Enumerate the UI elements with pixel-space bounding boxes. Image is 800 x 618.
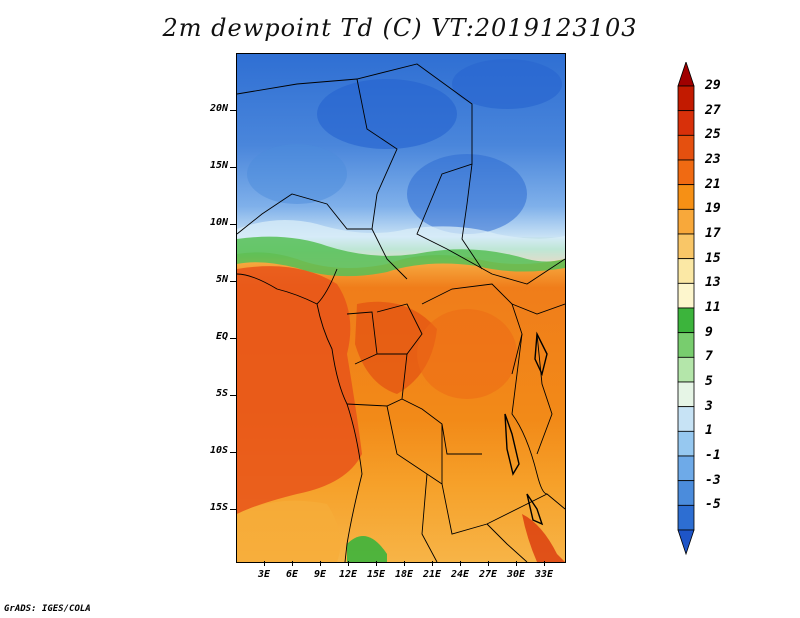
colorbar-label: 7 <box>705 349 713 365</box>
colorbar-label: 15 <box>705 250 721 266</box>
colorbar-swatch <box>677 406 695 432</box>
colorbar-label: 19 <box>705 201 721 217</box>
colorbar-label: 13 <box>705 275 721 291</box>
colorbar-swatch <box>677 208 695 235</box>
lon-label: 27E <box>478 569 498 580</box>
colorbar-swatch <box>677 480 695 506</box>
dry-region <box>407 154 527 234</box>
dry-region <box>452 59 562 109</box>
lon-label: 3E <box>257 569 271 580</box>
southern-field <box>237 500 341 562</box>
colorbar-label: 1 <box>705 423 713 439</box>
southern-field <box>347 536 387 562</box>
colorbar-label: 11 <box>705 300 721 315</box>
colorbar-label: 17 <box>705 226 721 241</box>
colorbar-swatch <box>677 356 695 383</box>
colorbar-label: -1 <box>705 448 721 463</box>
colorbar-swatch <box>677 233 695 260</box>
colorbar-label: 25 <box>705 127 721 143</box>
colorbar-label: 5 <box>705 374 713 389</box>
lat-label: 20N <box>209 103 228 114</box>
lon-label: 15E <box>366 569 386 580</box>
colorbar-label: -3 <box>705 472 721 488</box>
colorbar-swatch <box>677 455 695 482</box>
lon-label: 21E <box>422 569 442 580</box>
colorbar-label: 27 <box>705 102 721 118</box>
colorbar <box>677 62 695 556</box>
lat-label: 5S <box>215 388 228 399</box>
colorbar-swatch <box>677 332 695 358</box>
footer-credit: GrADS: IGES/COLA <box>4 604 91 614</box>
colorbar-label: -5 <box>705 497 721 513</box>
moist-region <box>237 266 362 514</box>
moist-region <box>355 301 437 394</box>
colorbar-swatch <box>677 504 695 531</box>
southern-field <box>522 514 565 562</box>
colorbar-label: 29 <box>705 78 721 93</box>
dry-region <box>247 144 347 204</box>
lon-label: 6E <box>285 569 299 580</box>
colorbar-swatch <box>677 159 695 186</box>
lat-label: 10N <box>209 217 228 228</box>
colorbar-swatch <box>677 258 695 284</box>
lon-label: 12E <box>338 569 358 580</box>
colorbar-swatch <box>677 430 695 457</box>
colorbar-swatch <box>677 184 695 210</box>
colorbar-label: 9 <box>705 324 713 340</box>
lon-label: 9E <box>313 569 327 580</box>
dry-region <box>317 79 457 149</box>
colorbar-swatch <box>677 307 695 334</box>
borders <box>237 63 565 562</box>
lat-label: 5N <box>215 274 228 285</box>
lat-label: 15N <box>209 160 228 171</box>
moist-region <box>417 309 517 399</box>
lakes <box>504 331 548 526</box>
colorbar-swatch <box>677 110 695 136</box>
lat-label: 10S <box>209 445 228 456</box>
dewpoint-map <box>237 54 565 562</box>
colorbar-top-arrow <box>677 62 695 87</box>
map-title: 2m dewpoint Td (C) VT:2019123103 <box>162 14 638 42</box>
lat-label: 15S <box>209 502 228 513</box>
humidity-band <box>237 236 565 277</box>
colorbar-swatch <box>677 282 695 309</box>
colorbar-swatch <box>677 381 695 408</box>
lon-label: 24E <box>450 569 470 580</box>
colorbar-label: 23 <box>705 152 721 167</box>
colorbar-swatch <box>677 85 695 112</box>
colorbar-bottom-arrow <box>677 529 695 556</box>
lon-label: 18E <box>394 569 414 580</box>
lon-label: 30E <box>506 569 526 580</box>
colorbar-swatch <box>677 134 695 161</box>
map-panel <box>236 53 566 563</box>
colorbar-label: 3 <box>705 398 713 414</box>
colorbar-label: 21 <box>705 176 721 192</box>
lat-label: EQ <box>215 331 228 342</box>
lon-label: 33E <box>534 569 554 580</box>
